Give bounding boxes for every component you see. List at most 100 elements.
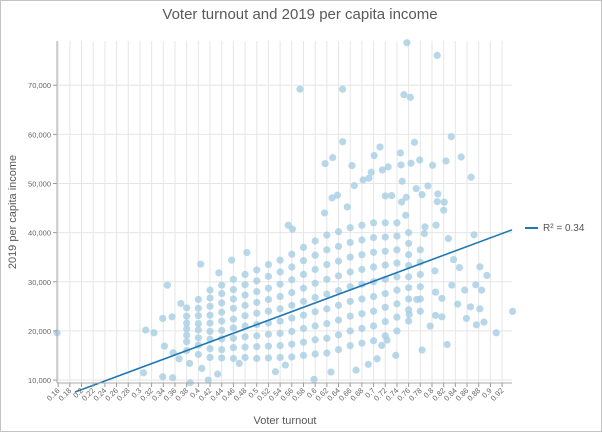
- x-tick-label: 0.48: [232, 386, 249, 403]
- data-point: [406, 93, 414, 101]
- data-point: [346, 327, 354, 335]
- data-point: [334, 331, 343, 339]
- data-point: [405, 273, 413, 281]
- data-point: [160, 342, 169, 350]
- data-point: [346, 342, 354, 350]
- data-point: [438, 294, 446, 303]
- data-point: [206, 319, 214, 327]
- data-point: [253, 288, 261, 296]
- data-point: [150, 329, 158, 337]
- x-tick-label: 0.58: [290, 386, 307, 403]
- data-point: [159, 314, 167, 323]
- data-point: [424, 182, 432, 190]
- data-point: [241, 343, 249, 351]
- data-point: [470, 231, 478, 239]
- data-point: [431, 267, 439, 275]
- data-point: [381, 289, 389, 298]
- data-point: [264, 354, 273, 362]
- data-point: [339, 85, 347, 93]
- data-point: [288, 340, 296, 348]
- data-point: [378, 341, 386, 350]
- data-point: [206, 294, 214, 302]
- data-point: [175, 355, 183, 363]
- data-point: [416, 156, 424, 164]
- data-point: [405, 284, 413, 292]
- data-point: [310, 375, 318, 383]
- data-point: [321, 159, 329, 168]
- data-point: [432, 221, 440, 229]
- data-point: [402, 211, 410, 219]
- data-point: [403, 39, 411, 47]
- data-point: [448, 281, 456, 289]
- data-point: [381, 303, 389, 311]
- data-point: [393, 259, 401, 267]
- data-point: [420, 229, 428, 238]
- data-point: [264, 342, 273, 350]
- data-point: [163, 281, 171, 289]
- data-point: [447, 133, 455, 141]
- data-point: [311, 279, 319, 287]
- legend[interactable]: R² = 0.34: [525, 223, 585, 234]
- data-point: [405, 239, 413, 248]
- chart-title: Voter turnout and 2019 per capita income: [162, 6, 437, 23]
- data-point: [334, 345, 343, 354]
- x-tick-label: 0.38: [173, 386, 190, 403]
- data-point: [229, 286, 237, 294]
- data-point: [393, 232, 401, 240]
- data-point: [218, 308, 226, 316]
- data-point: [384, 163, 392, 171]
- data-point: [369, 292, 378, 301]
- data-point: [476, 263, 484, 271]
- data-point: [241, 291, 249, 299]
- data-point: [299, 297, 308, 306]
- data-point: [359, 176, 367, 184]
- data-point: [405, 229, 413, 237]
- data-point: [478, 286, 486, 294]
- data-point: [329, 154, 337, 162]
- y-tick-label: 30,000: [28, 278, 51, 287]
- data-point: [288, 327, 296, 336]
- data-point: [253, 343, 261, 351]
- data-point: [276, 329, 284, 337]
- data-point: [206, 311, 214, 319]
- data-point: [296, 85, 304, 93]
- data-point: [369, 248, 378, 256]
- data-point: [381, 317, 389, 326]
- data-point: [440, 206, 448, 214]
- data-point: [198, 364, 206, 373]
- data-point: [416, 270, 424, 279]
- data-point: [311, 336, 319, 344]
- data-point: [346, 297, 354, 306]
- x-tick-label: 0.18: [57, 386, 74, 403]
- data-point: [229, 304, 237, 312]
- data-point: [428, 161, 437, 169]
- data-point: [416, 307, 424, 315]
- scatter-points: [53, 39, 517, 387]
- data-point: [343, 203, 351, 211]
- data-point: [214, 370, 222, 378]
- data-point: [393, 246, 401, 254]
- data-point: [442, 157, 450, 165]
- data-point: [218, 317, 226, 325]
- data-point: [276, 292, 284, 301]
- data-point: [438, 313, 446, 321]
- data-point: [443, 340, 451, 349]
- data-point: [358, 324, 366, 333]
- data-point: [288, 250, 296, 258]
- data-point: [433, 198, 441, 206]
- y-axis-title: 2019 per capita income: [7, 155, 19, 269]
- data-point: [334, 242, 343, 250]
- data-point: [393, 286, 401, 294]
- data-point: [264, 272, 273, 280]
- data-point: [383, 336, 391, 344]
- data-point: [288, 263, 296, 271]
- data-point: [396, 149, 405, 157]
- data-point: [358, 265, 366, 274]
- data-point: [483, 271, 491, 280]
- data-point: [281, 361, 289, 369]
- data-point: [194, 295, 202, 304]
- data-point: [288, 314, 296, 322]
- data-point: [253, 277, 261, 285]
- data-point: [253, 354, 261, 363]
- data-point: [241, 353, 249, 362]
